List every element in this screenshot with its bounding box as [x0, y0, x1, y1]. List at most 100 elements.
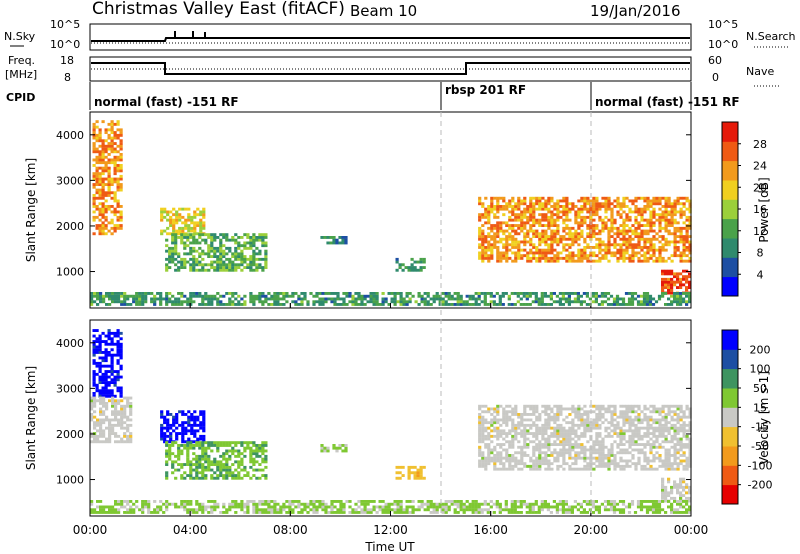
scatter-cell [664, 426, 668, 430]
scatter-cell [523, 232, 527, 236]
scatter-cell [312, 502, 316, 506]
scatter-cell [330, 297, 334, 301]
scatter-cell [598, 248, 602, 252]
scatter-cell [141, 297, 145, 301]
scatter-cell [559, 199, 563, 203]
scatter-cell [107, 389, 111, 393]
scatter-cell [225, 303, 229, 306]
scatter-cell [619, 413, 623, 416]
scatter-cell [514, 237, 518, 241]
scatter-cell [571, 237, 575, 241]
scatter-cell [586, 199, 590, 203]
scatter-cell [402, 300, 406, 304]
scatter-cell [402, 297, 406, 301]
scatter-cell [556, 199, 560, 203]
scatter-cell [116, 164, 120, 167]
scatter-cell [478, 235, 482, 238]
scatter-cell [676, 196, 680, 200]
scatter-cell [627, 292, 632, 295]
scatter-cell [616, 432, 620, 435]
scatter-cell [190, 415, 194, 419]
scatter-cell [107, 142, 111, 145]
scatter-cell [213, 441, 217, 445]
scatter-cell [410, 471, 414, 475]
scatter-cell [166, 434, 170, 438]
scatter-cell [627, 297, 632, 301]
scatter-cell [344, 238, 348, 242]
scatter-cell [649, 224, 653, 227]
scatter-cell [565, 421, 569, 425]
scatter-cell [592, 205, 596, 208]
scatter-cell [538, 232, 542, 236]
scatter-cell [631, 199, 635, 203]
scatter-cell [201, 297, 205, 301]
scatter-cell [631, 421, 635, 425]
scatter-cell [110, 221, 114, 225]
scatter-cell [252, 452, 256, 456]
scatter-cell [186, 508, 190, 512]
scatter-cell [595, 451, 599, 455]
scatter-cell [481, 202, 485, 206]
scatter-cell [637, 207, 641, 211]
scatter-cell [189, 474, 193, 477]
scatter-cell [670, 294, 674, 298]
scatter-cell [574, 467, 578, 471]
scatter-cell [199, 437, 203, 441]
scatter-cell [116, 188, 120, 192]
scatter-cell [532, 410, 536, 414]
scatter-cell [676, 229, 680, 233]
scatter-cell [598, 440, 602, 444]
scatter-cell [550, 410, 554, 414]
scatter-cell [186, 511, 190, 514]
scatter-cell [573, 292, 577, 295]
scatter-cell [168, 260, 172, 264]
scatter-cell [426, 500, 430, 503]
scatter-cell [523, 210, 527, 214]
scatter-cell [123, 434, 127, 438]
scatter-cell [577, 443, 581, 446]
scatter-cell [174, 505, 178, 509]
scatter-cell [351, 297, 355, 301]
scatter-cell [649, 229, 653, 233]
scatter-cell [168, 300, 172, 304]
scatter-cell [628, 445, 632, 449]
scatter-cell [101, 147, 105, 151]
scatter-cell [505, 410, 509, 414]
scatter-cell [219, 252, 223, 256]
scatter-cell [499, 196, 503, 200]
scatter-cell [613, 464, 617, 468]
scatter-cell [405, 292, 409, 295]
scatter-cell [318, 300, 322, 304]
scatter-cell [505, 418, 509, 422]
scatter-cell [535, 462, 539, 466]
scatter-cell [511, 240, 515, 244]
scatter-cell [126, 402, 130, 405]
scatter-cell [114, 415, 118, 419]
scatter-cell [168, 446, 172, 450]
scatter-cell [153, 511, 157, 514]
scatter-cell [685, 485, 689, 489]
scatter-cell [184, 421, 188, 425]
scatter-cell [580, 248, 584, 252]
scatter-cell [592, 246, 596, 249]
scatter-cell [520, 218, 524, 222]
scatter-cell [526, 432, 530, 435]
scatter-cell [279, 511, 283, 514]
scatter-cell [95, 364, 99, 368]
scatter-cell [267, 502, 271, 506]
scatter-cell [105, 407, 109, 411]
scatter-cell [535, 232, 539, 236]
scatter-cell [682, 246, 686, 249]
scatter-cell [619, 404, 623, 408]
scatter-cell [116, 218, 120, 222]
scatter-cell [601, 407, 605, 411]
scatter-cell [108, 426, 112, 430]
scatter-cell [622, 423, 626, 427]
scatter-cell [96, 429, 100, 433]
scatter-cell [156, 297, 160, 301]
scatter-cell [119, 133, 123, 137]
scatter-cell [104, 177, 108, 181]
scatter-cell [114, 434, 118, 438]
scatter-cell [667, 277, 671, 281]
scatter-cell [441, 511, 445, 514]
